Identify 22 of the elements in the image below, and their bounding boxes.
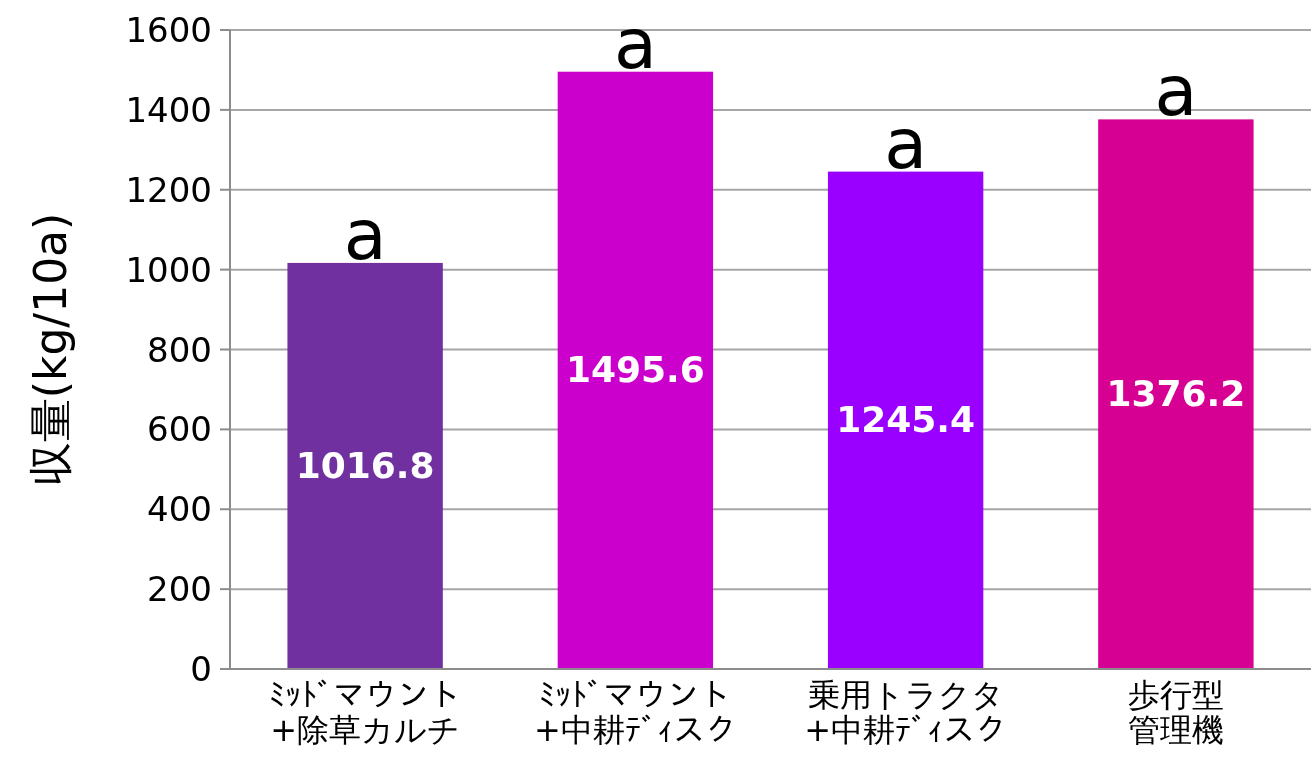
x-tick-label: ﾐｯﾄﾞマウント+中耕ﾃﾞｨスク <box>533 676 737 750</box>
y-tick-label: 1000 <box>125 249 212 290</box>
x-tick-label: ﾐｯﾄﾞマウント+除草カルチ <box>269 676 462 750</box>
data-label: 1016.8 <box>295 444 435 486</box>
annotation: a <box>613 2 657 85</box>
y-tick-label: 600 <box>147 409 212 450</box>
data-label: 1495.6 <box>565 349 705 391</box>
y-tick-label: 0 <box>190 649 212 689</box>
x-tick-label: 歩行型管理機 <box>1127 676 1224 750</box>
data-label: 1245.4 <box>836 399 976 441</box>
annotation: a <box>884 102 928 185</box>
y-tick-label: 1600 <box>125 10 212 50</box>
y-tick-label: 400 <box>147 489 212 530</box>
y-tick-label: 800 <box>147 329 212 370</box>
y-tick-label: 1200 <box>125 169 212 210</box>
data-label: 1376.2 <box>1106 373 1246 415</box>
y-tick-label: 1400 <box>125 89 212 130</box>
x-tick-label: 乗用トラクタ+中耕ﾃﾞｨスク <box>804 676 1008 750</box>
annotation: a <box>343 193 387 276</box>
y-tick-label: 200 <box>147 569 212 610</box>
y-axis-title: 収量(kg/10a) <box>25 212 76 487</box>
annotation: a <box>1154 50 1198 133</box>
